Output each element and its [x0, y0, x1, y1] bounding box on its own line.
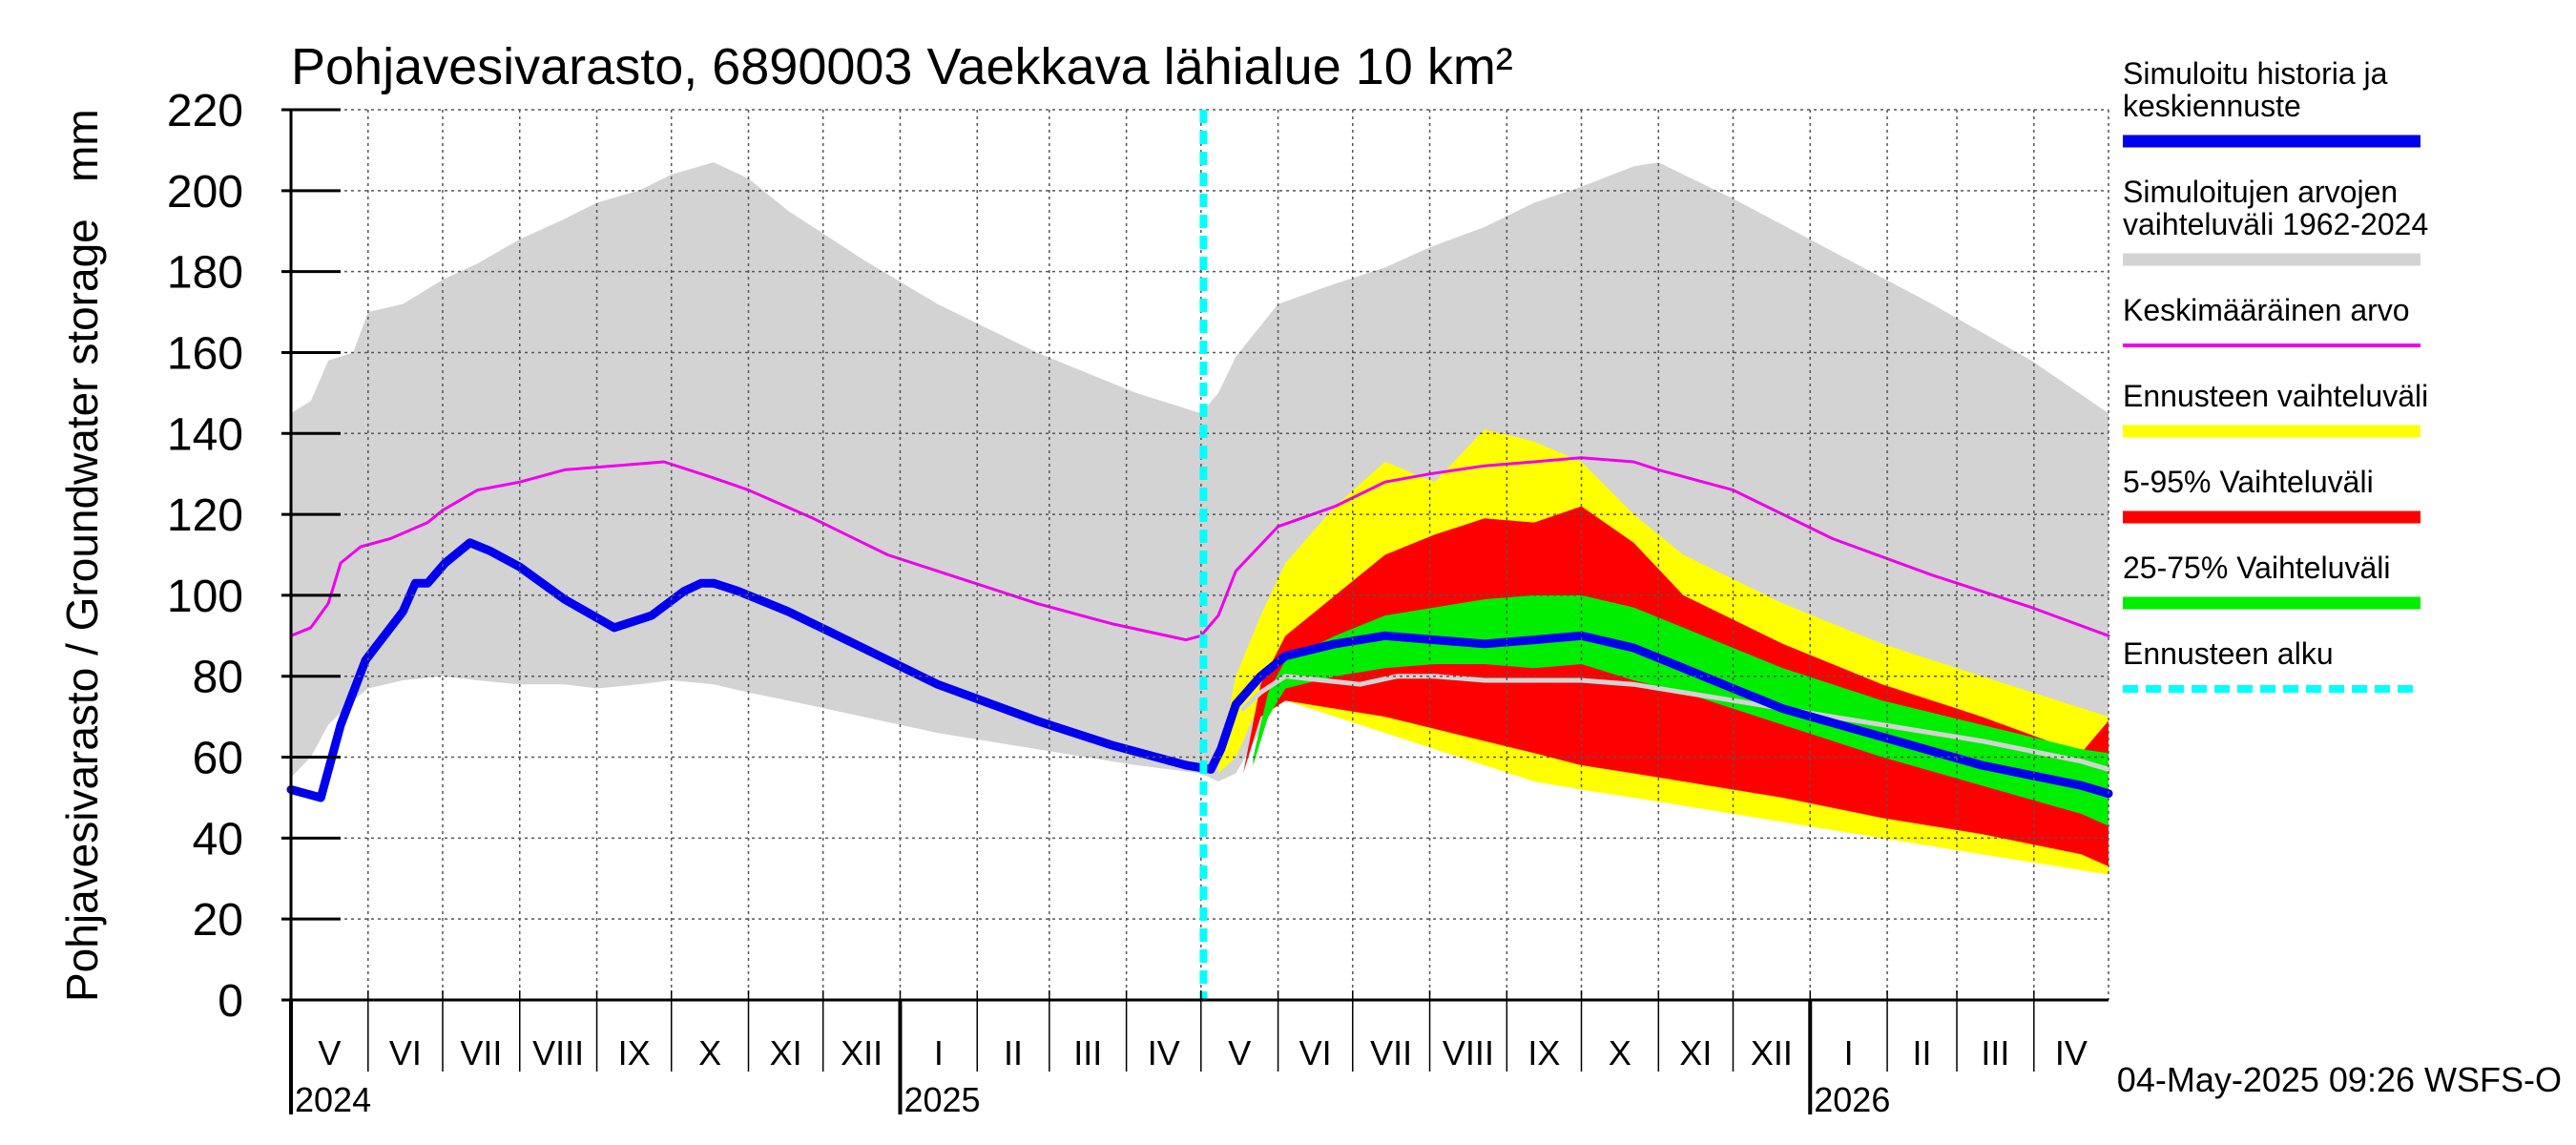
legend-label: 25-75% Vaihteluväli: [2123, 551, 2390, 585]
y-tick-label: 0: [218, 976, 243, 1027]
month-label: III: [1073, 1033, 1102, 1072]
y-tick-label: 20: [193, 895, 243, 946]
month-label: XI: [1679, 1033, 1712, 1072]
year-label: 2024: [295, 1080, 371, 1119]
month-label: VI: [1299, 1033, 1332, 1072]
month-label: XI: [770, 1033, 802, 1072]
year-label: 2026: [1814, 1080, 1890, 1119]
y-tick-label: 220: [167, 86, 243, 136]
month-label: V: [318, 1033, 341, 1072]
y-tick-label: 140: [167, 409, 243, 460]
y-axis-label: Pohjavesivarasto / Groundwater storage m…: [57, 109, 107, 1002]
month-label: XII: [841, 1033, 883, 1072]
month-label: III: [1981, 1033, 2009, 1072]
month-label: II: [1913, 1033, 1932, 1072]
month-label: V: [1228, 1033, 1251, 1072]
month-label: XII: [1751, 1033, 1793, 1072]
month-label: VI: [389, 1033, 422, 1072]
y-tick-label: 40: [193, 814, 243, 864]
legend-label: Keskimääräinen arvo: [2123, 293, 2410, 327]
y-tick-label: 100: [167, 572, 243, 622]
timestamp-footer: 04-May-2025 09:26 WSFS-O: [2117, 1060, 2562, 1099]
legend-label: Simuloitujen arvojen vaihteluväli 1962-20…: [2123, 175, 2428, 241]
y-tick-label: 200: [167, 167, 243, 218]
line-keskim-r-inen-arvo: [289, 456, 2110, 642]
line-median-forecast: [1240, 674, 2111, 772]
y-tick-label: 80: [193, 653, 243, 703]
y-tick-label: 160: [167, 328, 243, 379]
legend-label: Simuloitu historia ja keskiennuste: [2123, 56, 2388, 123]
month-label: I: [934, 1033, 944, 1072]
month-label: IV: [2055, 1033, 2088, 1072]
month-label: I: [1844, 1033, 1854, 1072]
year-label: 2025: [904, 1080, 980, 1119]
plot-area: [286, 109, 2113, 1001]
month-label: X: [698, 1033, 721, 1072]
legend-label: Ennusteen vaihteluväli: [2123, 379, 2428, 413]
month-label: VII: [1370, 1033, 1412, 1072]
y-tick-label: 180: [167, 248, 243, 299]
legend: Simuloitu historia ja keskiennuste Simuloi…: [2123, 56, 2428, 693]
month-label: II: [1004, 1033, 1023, 1072]
y-tick-label: 120: [167, 490, 243, 541]
month-label: IX: [618, 1033, 651, 1072]
month-label: IV: [1148, 1033, 1180, 1072]
month-label: VIII: [1443, 1033, 1494, 1072]
chart-title: Pohjavesivarasto, 6890003 Vaekkava lähia…: [291, 38, 1513, 95]
legend-label: 5-95% Vaihteluväli: [2123, 465, 2374, 499]
month-label: X: [1609, 1033, 1631, 1072]
month-label: VII: [460, 1033, 502, 1072]
band-25-75-vaihteluv-li: [1253, 594, 2109, 826]
month-label: IX: [1527, 1033, 1560, 1072]
month-label: VIII: [532, 1033, 584, 1072]
y-tick-label: 60: [193, 734, 243, 784]
legend-label: Ennusteen alku: [2123, 636, 2334, 671]
